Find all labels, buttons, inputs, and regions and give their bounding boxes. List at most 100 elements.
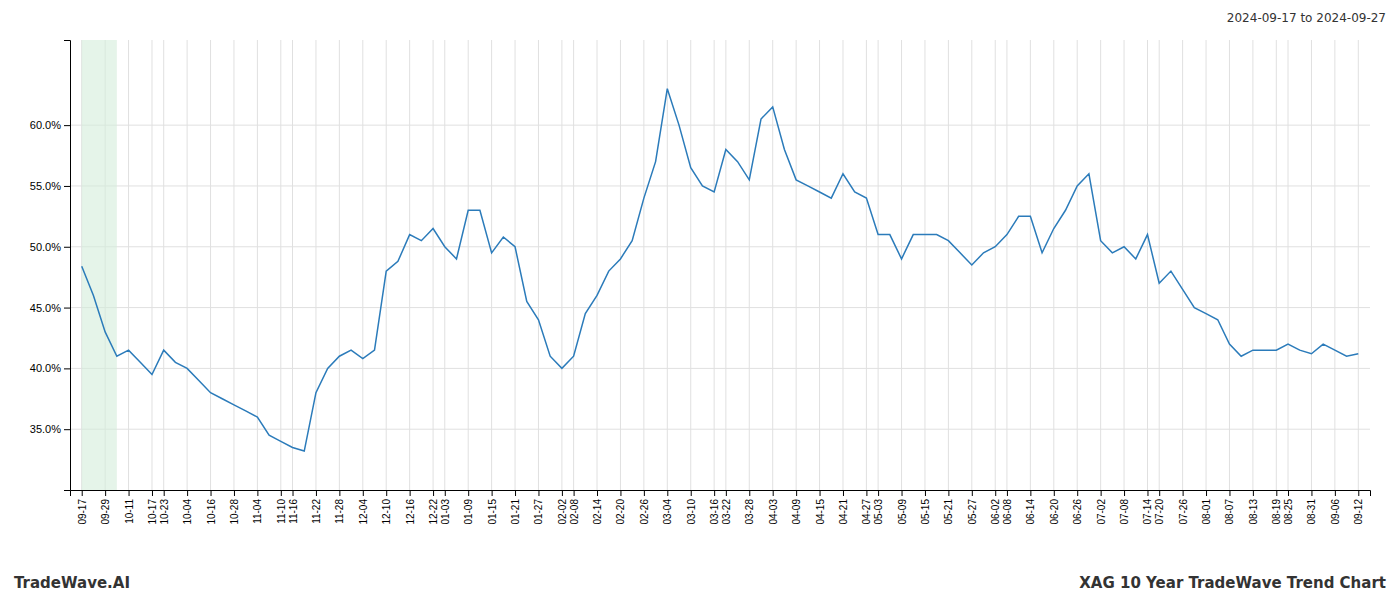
tick-mark [433,490,434,496]
tick-mark [164,490,165,496]
tick-mark [1253,490,1254,496]
grid-line [468,40,469,490]
tick-label: 06-20 [1049,499,1060,525]
grid-line [210,40,211,490]
tick-label: 04-09 [791,499,802,525]
grid-line [386,40,387,490]
tick: 05-03 [873,490,884,525]
tick-label: 05-27 [967,499,978,525]
y-axis: 35.0%40.0%45.0%50.0%55.0%60.0% [30,41,71,491]
grid-line [1276,40,1277,490]
grid-line [292,40,293,490]
tick: 07-26 [1178,490,1189,525]
tick-mark [843,490,844,496]
tick-mark [972,490,973,496]
tick: 07-20 [1154,490,1165,525]
tick: 04-27 [861,490,872,525]
tick-label: 02-08 [569,499,580,525]
grid-line [1311,40,1312,490]
tick: 06-02 [990,490,1001,525]
tick-mark [1030,490,1031,496]
tick: 08-13 [1248,490,1259,525]
tick-label: 01-15 [487,499,498,525]
tick-mark [995,490,996,496]
grid-line [280,40,281,490]
tick: 09-12 [1353,490,1364,525]
tick: 05-21 [943,490,954,525]
tick-label: 50.0% [30,241,61,253]
tick: 09-29 [100,490,111,525]
tick: 04-21 [838,490,849,525]
tick-label: 09-29 [100,499,111,525]
tick-label: 12-16 [405,499,416,525]
grid-line [1252,40,1253,490]
tick: 55.0% [30,180,70,192]
tick-mark [1077,490,1078,496]
tick-mark [211,490,212,496]
tick-label: 08-13 [1248,499,1259,525]
tick: 45.0% [30,302,70,314]
grid-line [70,246,1370,247]
grid-line [1077,40,1078,490]
tick-mark [1007,490,1008,496]
tick-mark [773,490,774,496]
tick-mark [64,247,70,248]
grid-line [1006,40,1007,490]
grid-line [819,40,820,490]
tick: 08-01 [1201,490,1212,525]
grid-line [1100,40,1101,490]
tick-label: 04-03 [768,499,779,525]
tick-label: 08-19 [1271,499,1282,525]
tick-label: 06-26 [1072,499,1083,525]
tick-label: 05-21 [943,499,954,525]
grid-line [866,40,867,490]
tick-label: 04-27 [861,499,872,525]
grid [70,40,1370,490]
tick: 10-16 [206,490,217,525]
tick: 05-15 [920,490,931,525]
tick-mark [129,490,130,496]
tick-mark [1311,490,1312,496]
grid-line [1159,40,1160,490]
tick: 11-04 [252,490,263,524]
tick: 02-02 [557,490,568,525]
tick-mark [538,490,539,496]
tick-mark [644,490,645,496]
grid-line [128,40,129,490]
tick: 04-15 [815,490,826,525]
tick: 05-27 [967,490,978,525]
tick: 01-21 [510,490,521,525]
grid-line [1206,40,1207,490]
tick: 11-28 [334,490,345,524]
tick-label: 03-04 [662,499,673,525]
tick-label: 11-04 [252,499,263,524]
tick-label: 10-04 [182,499,193,525]
grid-line [70,368,1370,369]
tick-label: 11-28 [334,499,345,524]
subtitle: 2024-09-17 to 2024-09-27 [1227,11,1386,25]
tick-mark [597,490,598,496]
tick: 07-02 [1096,490,1107,525]
tick-mark [152,490,153,496]
tick-label: 02-26 [639,499,650,525]
grid-line [339,40,340,490]
grid-line [163,40,164,490]
tick-mark [105,490,106,496]
tick-label: 09-12 [1353,499,1364,525]
tick-label: 07-02 [1096,499,1107,525]
tick-mark [468,490,469,496]
grid-line [362,40,363,490]
grid-line [70,307,1370,308]
tick-mark [339,490,340,496]
grid-line [1334,40,1335,490]
grid-line [1229,40,1230,490]
tick-mark [316,490,317,496]
tick-mark [1124,490,1125,496]
grid-line [151,40,152,490]
tick-label: 60.0% [30,119,61,131]
tick-label: 08-25 [1283,499,1294,525]
tick: 03-22 [721,490,732,525]
tick-mark [293,490,294,496]
grid-line [257,40,258,490]
grid-line [878,40,879,490]
